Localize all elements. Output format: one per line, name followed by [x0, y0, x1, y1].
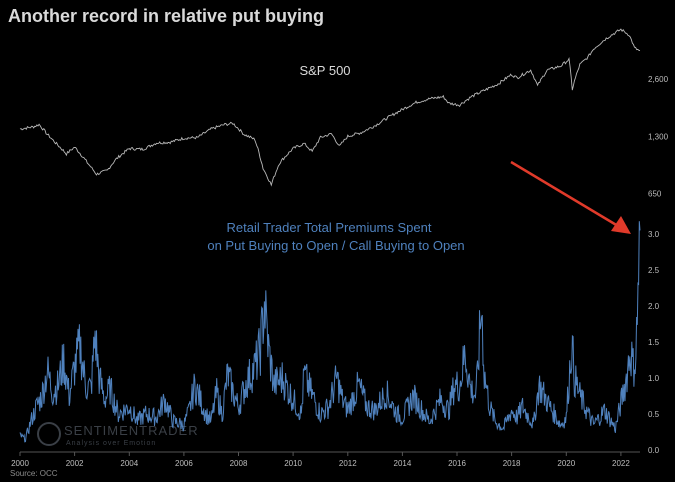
x-tick-label: 2020 — [557, 459, 575, 468]
arrow-head-icon — [611, 216, 631, 234]
x-tick-label: 2012 — [339, 459, 357, 468]
watermark-logo-icon — [37, 422, 61, 446]
x-tick-label: 2016 — [448, 459, 466, 468]
x-axis: 2000 2002 2004 2006 2008 2010 2012 2014 2016 2018… — [11, 451, 640, 468]
ratio-y-tick-label: 1.0 — [648, 374, 660, 383]
ratio-y-tick-label: 1.5 — [648, 338, 660, 347]
sp500-y-tick-label: 650 — [648, 189, 662, 198]
ratio-y-tick-label: 2.5 — [648, 266, 660, 275]
x-tick-label: 2010 — [284, 459, 302, 468]
ratio-y-tick-label: 2.0 — [648, 302, 660, 311]
watermark: SENTIMENTRADER Analysis over Emotion — [37, 422, 199, 447]
ratio-label-line1: Retail Trader Total Premiums Spent — [227, 220, 432, 235]
source-note: Source: OCC — [10, 469, 58, 478]
ratio-y-tick-label: 0.0 — [648, 446, 660, 455]
sp500-label: S&P 500 — [299, 63, 350, 78]
arrow-shaft — [510, 160, 619, 228]
ratio-panel: 3.0 2.5 2.0 1.5 1.0 0.5 0.0 — [19, 221, 660, 455]
sp500-panel: 2,600 1,300 650 — [19, 28, 669, 198]
sp500-line — [19, 28, 641, 187]
sp500-y-tick-label: 1,300 — [648, 132, 669, 141]
x-tick-label: 2014 — [394, 459, 412, 468]
ratio-label-line2: on Put Buying to Open / Call Buying to O… — [207, 238, 464, 253]
x-tick-label: 2002 — [66, 459, 84, 468]
arrow-annotation — [510, 160, 631, 234]
watermark-tagline: Analysis over Emotion — [66, 440, 156, 447]
chart-title: Another record in relative put buying — [8, 6, 325, 26]
sp500-y-tick-label: 2,600 — [648, 75, 669, 84]
ratio-line — [19, 221, 641, 443]
x-tick-label: 2004 — [120, 459, 138, 468]
ratio-y-tick-label: 3.0 — [648, 230, 660, 239]
x-tick-label: 2018 — [503, 459, 521, 468]
x-tick-label: 2006 — [175, 459, 193, 468]
ratio-y-tick-label: 0.5 — [648, 410, 660, 419]
x-tick-label: 2022 — [612, 459, 630, 468]
watermark-brand: SENTIMENTRADER — [64, 423, 199, 438]
x-tick-label: 2000 — [11, 459, 29, 468]
x-tick-label: 2008 — [230, 459, 248, 468]
